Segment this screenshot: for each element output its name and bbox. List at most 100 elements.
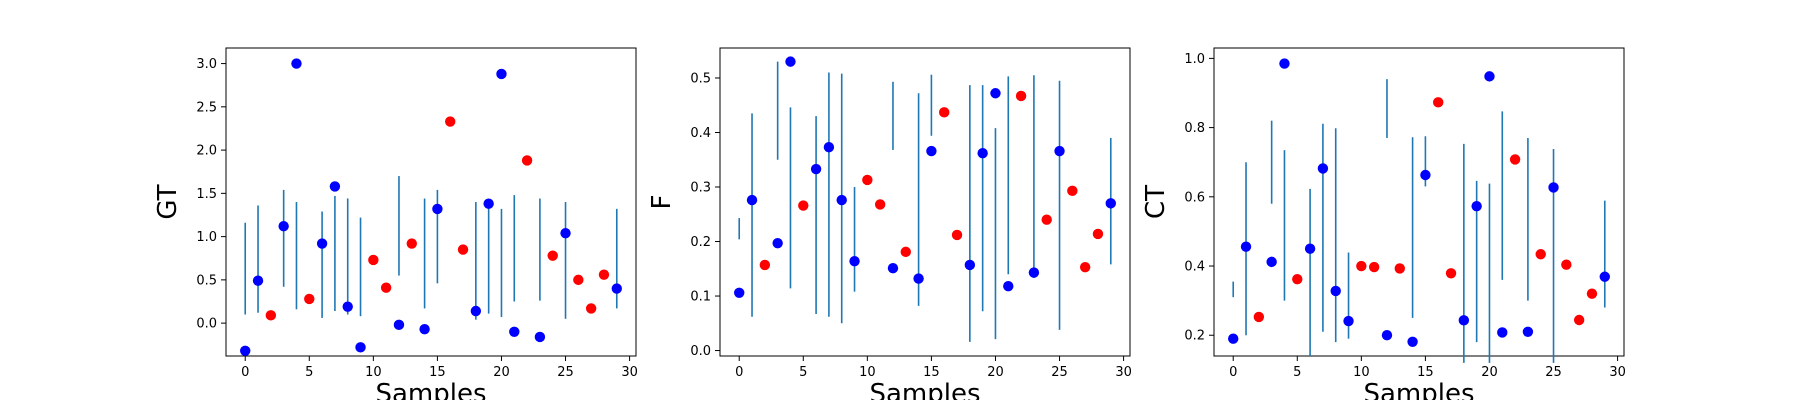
red-point (265, 310, 277, 321)
red-point (1509, 154, 1521, 165)
y-tick-label: 0.5 (690, 71, 711, 86)
blue-point (560, 227, 571, 239)
x-tick-label: 25 (557, 365, 574, 380)
red-point (1292, 273, 1303, 285)
y-tick-label: 0.1 (690, 290, 711, 305)
red-point (874, 199, 886, 210)
x-tick-label: 0 (735, 365, 743, 380)
blue-point (278, 221, 289, 232)
blue-point (772, 237, 783, 249)
red-point (1586, 288, 1598, 299)
chart-panel-2: 0 5 10 15 20 25 30 0.0 0.1 0.2 0.3 0.4 0.5 Samples F (647, 47, 1132, 400)
red-point (1079, 261, 1091, 273)
red-point (759, 259, 771, 271)
blue-point (1497, 327, 1508, 338)
chart-panel-1: 0 5 10 15 20 25 30 0.0 0.5 1.0 1.5 2.0 2.5 3.0 Samples… (153, 47, 638, 400)
x-tick-label: 20 (493, 365, 510, 380)
blue-point (1266, 256, 1277, 268)
y-tick-label: 0.2 (1184, 329, 1205, 344)
blue-point (990, 88, 1001, 99)
red-point (1573, 314, 1585, 326)
blue-point (1458, 315, 1470, 326)
y-tick-label: 0.0 (690, 344, 711, 359)
blue-point (252, 275, 264, 286)
blue-point (1003, 281, 1014, 292)
red-point (445, 116, 456, 127)
blue-point (1304, 243, 1316, 254)
blue-point (291, 58, 302, 69)
y-tick-label: 0.2 (690, 235, 711, 250)
x-axis-label: Samples (375, 379, 486, 400)
blue-point (1599, 271, 1610, 282)
blue-point (849, 255, 860, 267)
blue-point (1105, 198, 1116, 209)
red-point (951, 229, 963, 241)
y-tick-label: 1.0 (1184, 52, 1205, 67)
x-tick-label: 5 (799, 365, 807, 380)
y-tick-label: 0.3 (690, 181, 711, 196)
blue-point (1381, 330, 1393, 341)
blue-point (1343, 315, 1354, 327)
red-point (457, 244, 469, 255)
blue-point (1471, 200, 1482, 212)
x-tick-label: 30 (1609, 365, 1626, 380)
blue-point (785, 56, 796, 67)
red-point (573, 274, 584, 286)
x-tick-label: 30 (621, 365, 638, 380)
red-point (304, 293, 315, 305)
red-point (939, 107, 950, 118)
blue-point (887, 263, 899, 274)
red-point (798, 200, 809, 211)
blue-point (1484, 71, 1495, 82)
blue-point (977, 148, 988, 159)
y-tick-label: 0.4 (1184, 260, 1205, 275)
x-tick-label: 5 (305, 365, 313, 380)
red-point (1015, 90, 1027, 102)
blue-point (432, 203, 443, 215)
red-point (1535, 249, 1546, 260)
x-tick-label: 0 (241, 365, 249, 380)
blue-point (316, 238, 328, 249)
x-axis-label: Samples (869, 379, 980, 400)
x-tick-label: 15 (923, 365, 940, 380)
blue-point (240, 345, 251, 357)
blue-point (836, 194, 847, 206)
y-tick-label: 0.8 (1184, 121, 1205, 136)
blue-point (483, 198, 494, 209)
y-axis-label: CT (1141, 185, 1171, 219)
blue-point (419, 323, 430, 335)
red-point (1356, 260, 1367, 272)
blue-point (1522, 326, 1534, 337)
blue-point (470, 305, 482, 317)
red-point (1041, 214, 1052, 225)
x-tick-label: 0 (1229, 365, 1237, 380)
x-tick-label: 10 (1353, 365, 1370, 380)
y-tick-label: 3.0 (196, 57, 217, 72)
y-tick-label: 1.5 (196, 187, 217, 202)
blue-point (1054, 145, 1065, 157)
blue-point (734, 287, 745, 298)
blue-point (342, 301, 353, 312)
red-point (900, 246, 911, 258)
red-point (1092, 228, 1104, 240)
x-axis-label: Samples (1363, 379, 1474, 400)
blue-point (964, 259, 976, 271)
x-tick-label: 10 (859, 365, 876, 380)
y-tick-label: 2.5 (196, 100, 217, 115)
x-tick-label: 15 (429, 365, 446, 380)
red-point (1067, 185, 1078, 197)
blue-point (509, 326, 520, 337)
y-axis-label: F (647, 195, 677, 210)
blue-point (1317, 163, 1329, 174)
y-tick-label: 0.6 (1184, 190, 1205, 205)
x-tick-label: 15 (1417, 365, 1434, 380)
plot-frame (1213, 47, 1625, 357)
x-tick-label: 25 (1545, 365, 1562, 380)
blue-point (393, 319, 405, 331)
blue-point (355, 342, 366, 353)
y-tick-label: 1.0 (196, 230, 217, 245)
blue-point (496, 68, 507, 80)
blue-point (1548, 182, 1559, 193)
blue-point (1240, 241, 1252, 252)
